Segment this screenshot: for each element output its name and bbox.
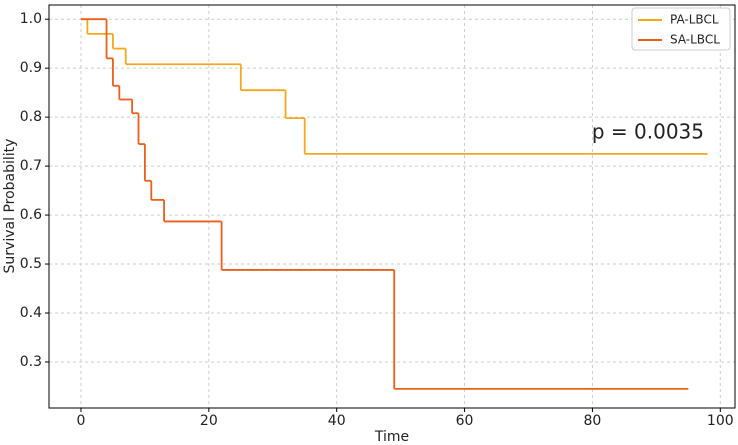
legend-label: PA-LBCL xyxy=(670,13,719,27)
y-tick-label: 0.5 xyxy=(20,256,42,272)
legend-label: SA-LBCL xyxy=(670,33,720,47)
y-tick-label: 0.8 xyxy=(20,109,42,125)
y-tick-label: 0.7 xyxy=(20,158,42,174)
y-tick-label: 0.3 xyxy=(20,354,42,370)
x-tick-label: 60 xyxy=(456,413,474,429)
x-tick-label: 80 xyxy=(584,413,602,429)
annotation: p = 0.0035 xyxy=(592,120,704,144)
x-tick-label: 0 xyxy=(77,413,86,429)
y-tick-label: 0.4 xyxy=(20,305,42,321)
y-tick-label: 0.6 xyxy=(20,207,42,223)
plot-frame xyxy=(48,4,736,409)
x-tick-label: 100 xyxy=(707,413,734,429)
x-axis-label: Time xyxy=(374,429,409,445)
y-tick-label: 1.0 xyxy=(20,11,42,27)
y-axis-label: Survival Probability xyxy=(2,139,18,274)
y-tick-label: 0.9 xyxy=(20,60,42,76)
x-tick-label: 40 xyxy=(328,413,346,429)
x-tick-label: 20 xyxy=(200,413,218,429)
